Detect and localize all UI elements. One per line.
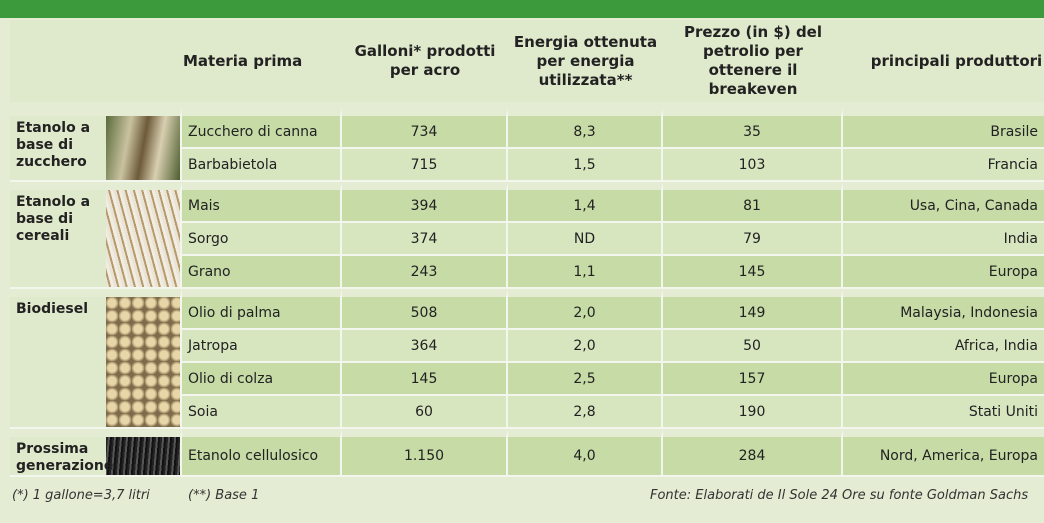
cell: 103 [663, 149, 843, 182]
source: Fonte: Elaborati de Il Sole 24 Ore su fo… [650, 488, 1028, 503]
cell: Zucchero di canna [182, 108, 342, 149]
footnote: (**) Base 1 [188, 488, 259, 503]
cell: 190 [663, 396, 843, 429]
group-label: Biodiesel [10, 289, 106, 429]
cell: Olio di colza [182, 363, 342, 396]
cell: Mais [182, 182, 342, 223]
cell: 81 [663, 182, 843, 223]
cell: Olio di palma [182, 289, 342, 330]
cell: Europa [843, 256, 1044, 289]
column-header: Galloni* prodotti per acro [342, 20, 508, 108]
group-label: Etanolo a base di zucchero [10, 108, 106, 182]
cell: 2,0 [508, 330, 663, 363]
cell: 145 [342, 363, 508, 396]
cell: 508 [342, 289, 508, 330]
cell: 8,3 [508, 108, 663, 149]
cell: 50 [663, 330, 843, 363]
group-label: Prossima generazione [10, 429, 106, 477]
column-header: Energia ottenuta per energia utilizzata*… [508, 20, 663, 108]
cell: 149 [663, 289, 843, 330]
cell: 1,5 [508, 149, 663, 182]
cell: Malaysia, Indonesia [843, 289, 1044, 330]
group-image [106, 429, 182, 477]
cell: 1.150 [342, 429, 508, 477]
column-header: Materia prima [182, 20, 342, 108]
column-header: principali produttori [843, 20, 1044, 108]
page: Materia primaGalloni* prodotti per acroE… [0, 0, 1044, 523]
cell: Grano [182, 256, 342, 289]
cell: ND [508, 223, 663, 256]
cell: 145 [663, 256, 843, 289]
cell: Soia [182, 396, 342, 429]
column-header: Prezzo (in $) del petrolio per ottenere … [663, 20, 843, 108]
cell: Stati Uniti [843, 396, 1044, 429]
cell: 374 [342, 223, 508, 256]
group-label: Etanolo a base di cereali [10, 182, 106, 289]
group-image [106, 182, 182, 289]
cell: Usa, Cina, Canada [843, 182, 1044, 223]
table-body: Etanolo a base di zucchero Zucchero di ca… [10, 108, 1044, 477]
cell: 1,1 [508, 256, 663, 289]
cell: 79 [663, 223, 843, 256]
group-image [106, 289, 182, 429]
group-image [106, 108, 182, 182]
cell: Jatropa [182, 330, 342, 363]
title-band [0, 0, 1044, 18]
cell: Sorgo [182, 223, 342, 256]
cell: 364 [342, 330, 508, 363]
cell: 394 [342, 182, 508, 223]
cell: 4,0 [508, 429, 663, 477]
cell: Francia [843, 149, 1044, 182]
cell: Brasile [843, 108, 1044, 149]
cell: 715 [342, 149, 508, 182]
footnote: (*) 1 gallone=3,7 litri [12, 488, 150, 503]
cell: 2,8 [508, 396, 663, 429]
cell: 157 [663, 363, 843, 396]
cell: 60 [342, 396, 508, 429]
cell: 734 [342, 108, 508, 149]
cell: Africa, India [843, 330, 1044, 363]
cell: 284 [663, 429, 843, 477]
cell: Etanolo cellulosico [182, 429, 342, 477]
cell: India [843, 223, 1044, 256]
cell: Nord, America, Europa [843, 429, 1044, 477]
cell: 243 [342, 256, 508, 289]
cell: 1,4 [508, 182, 663, 223]
cell: 2,0 [508, 289, 663, 330]
cell: 35 [663, 108, 843, 149]
cell: Barbabietola [182, 149, 342, 182]
cell: Europa [843, 363, 1044, 396]
cell: 2,5 [508, 363, 663, 396]
